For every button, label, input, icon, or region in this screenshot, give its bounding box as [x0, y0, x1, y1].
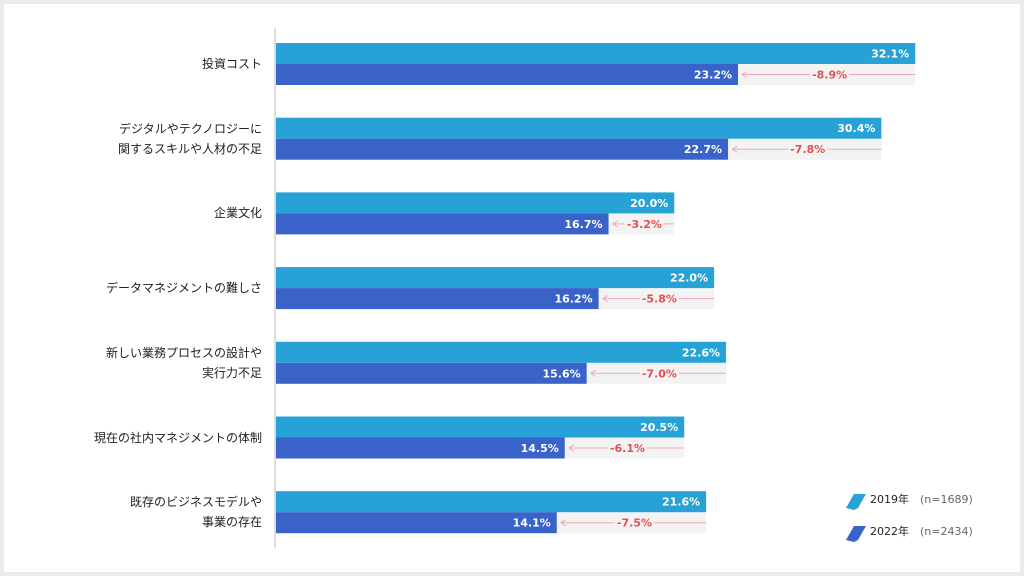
legend-sample-size: (n=1689): [920, 493, 973, 506]
value-label: 23.2%: [694, 69, 732, 82]
bar: [276, 341, 727, 363]
bar: [276, 362, 587, 384]
bar: [276, 43, 916, 64]
bar: [276, 437, 565, 459]
arrow-head: [731, 145, 738, 153]
change-label: -8.9%: [812, 69, 847, 82]
arrow-head: [590, 369, 596, 377]
change-label: -3.2%: [627, 218, 662, 231]
bar: [276, 267, 715, 289]
value-label: 16.2%: [554, 293, 592, 306]
value-label: 32.1%: [871, 48, 909, 61]
value-label: 22.0%: [670, 272, 708, 285]
change-label: -5.8%: [642, 293, 677, 306]
value-label: 14.5%: [521, 442, 559, 455]
arrow-head: [568, 444, 575, 452]
bar: [276, 64, 739, 85]
change-label-bg: [607, 442, 648, 455]
arrow-head: [741, 71, 748, 78]
change-label-bg: [639, 292, 679, 306]
legend-swatch: [846, 526, 866, 542]
legend-label: 2022年: [870, 524, 909, 538]
change-label-bg: [639, 367, 679, 381]
change-label: -7.5%: [617, 517, 652, 530]
change-label: -6.1%: [610, 442, 645, 455]
value-label: 15.6%: [542, 367, 580, 380]
value-label: 30.4%: [837, 122, 875, 135]
bar: [276, 512, 557, 534]
change-label-bg: [788, 143, 828, 157]
arrow-head: [602, 295, 608, 303]
value-label: 20.5%: [640, 421, 678, 434]
category-label: 現在の社内マネジメントの体制: [93, 430, 262, 445]
change-label: -7.8%: [790, 143, 825, 156]
legend-swatch: [846, 494, 866, 510]
category-label: データマネジメントの難しさ: [105, 281, 262, 296]
legend-sample-size: (n=2434): [920, 525, 973, 538]
category-label: 投資コスト: [201, 57, 262, 71]
value-label: 20.0%: [630, 197, 668, 210]
arrow-head: [560, 519, 567, 527]
bar: [276, 288, 599, 310]
change-label-bg: [810, 68, 850, 82]
value-label: 21.6%: [662, 496, 700, 509]
value-label: 14.1%: [513, 517, 551, 530]
value-label: 22.6%: [682, 346, 720, 359]
category-label: 新しい業務プロセスの設計や 実行力不足: [105, 345, 262, 380]
bar: [276, 138, 729, 160]
value-label: 16.7%: [564, 218, 602, 231]
bar: [276, 491, 707, 513]
category-label: 既存のビジネスモデルや 事業の存在: [129, 495, 262, 530]
category-label: 企業文化: [213, 206, 262, 221]
bar: [276, 117, 882, 139]
change-label: -7.0%: [642, 367, 677, 380]
category-label: デジタルやテクノロジーに 関するスキルや人材の不足: [117, 121, 262, 156]
bar: [276, 192, 675, 214]
change-label-bg: [614, 516, 655, 530]
value-label: 22.7%: [684, 143, 722, 156]
legend-label: 2019年: [870, 492, 909, 506]
arrow-head: [612, 220, 618, 228]
bar: [276, 416, 685, 438]
bar: [276, 213, 609, 235]
change-label-bg: [624, 217, 664, 231]
